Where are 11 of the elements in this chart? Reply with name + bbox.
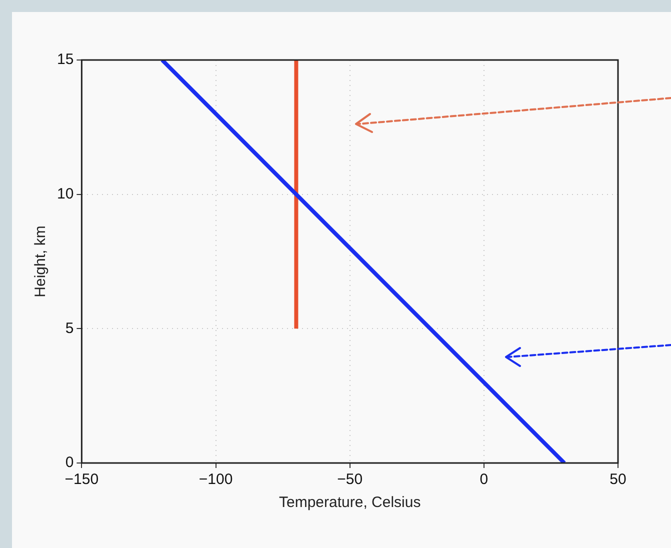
x-tick-label: 0	[480, 471, 488, 488]
y-axis-title: Height, km	[32, 226, 50, 298]
y-tick-label: 0	[65, 454, 74, 472]
x-tick-label: 50	[610, 471, 626, 488]
x-tick-label: −150	[64, 471, 99, 488]
y-tick-label: 15	[56, 51, 74, 68]
x-tick-label: −50	[337, 471, 363, 488]
y-tick-label: 10	[56, 185, 74, 202]
y-tick-label: 5	[65, 320, 74, 337]
x-tick-label: −100	[198, 471, 233, 488]
x-axis-title: Temperature, Celsius	[278, 494, 421, 512]
